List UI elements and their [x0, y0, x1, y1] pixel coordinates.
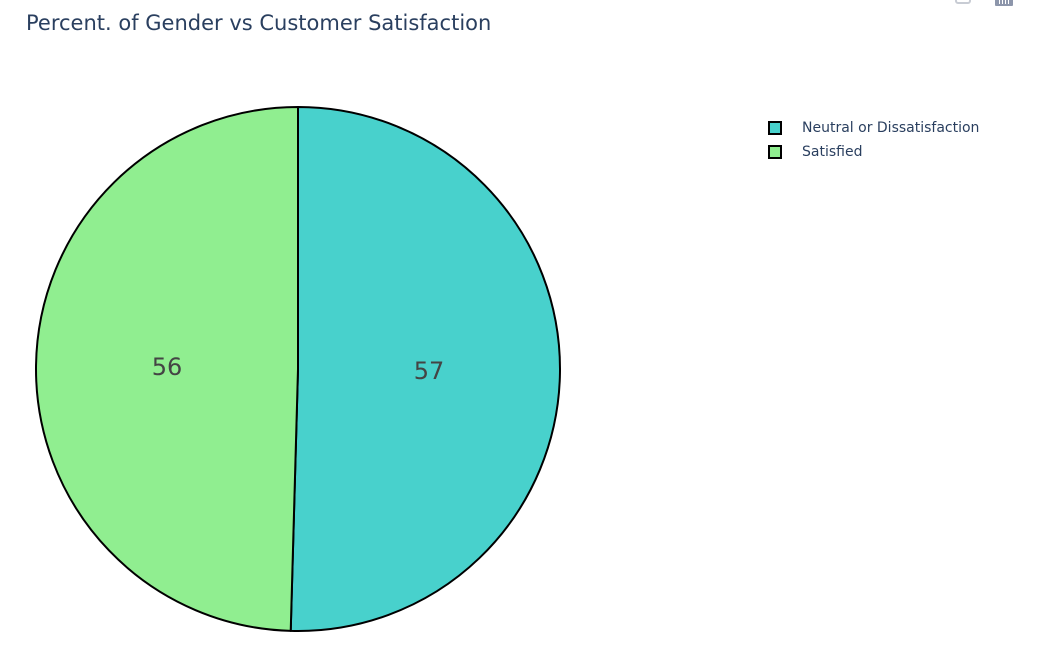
- legend-item-satisfied[interactable]: Satisfied: [768, 140, 979, 164]
- legend-label-neutral: Neutral or Dissatisfaction: [802, 120, 980, 136]
- pie-slice-value-label-0: 57: [414, 357, 445, 385]
- pie-slice-value-label-1: 56: [152, 353, 183, 381]
- pie-slice-1[interactable]: [35, 106, 299, 632]
- legend-label-satisfied: Satisfied: [802, 144, 863, 160]
- camera-icon[interactable]: [953, 0, 973, 8]
- pie-chart: 57 56: [35, 106, 561, 632]
- modebar: [953, 0, 1013, 8]
- bar-chart-icon[interactable]: [993, 0, 1013, 8]
- legend-item-neutral[interactable]: Neutral or Dissatisfaction: [768, 116, 979, 140]
- legend: Neutral or Dissatisfaction Satisfied: [768, 116, 979, 164]
- legend-swatch-neutral: [768, 121, 782, 135]
- chart-title: Percent. of Gender vs Customer Satisfact…: [26, 11, 492, 35]
- pie-slice-0[interactable]: [289, 106, 561, 632]
- legend-swatch-satisfied: [768, 145, 782, 159]
